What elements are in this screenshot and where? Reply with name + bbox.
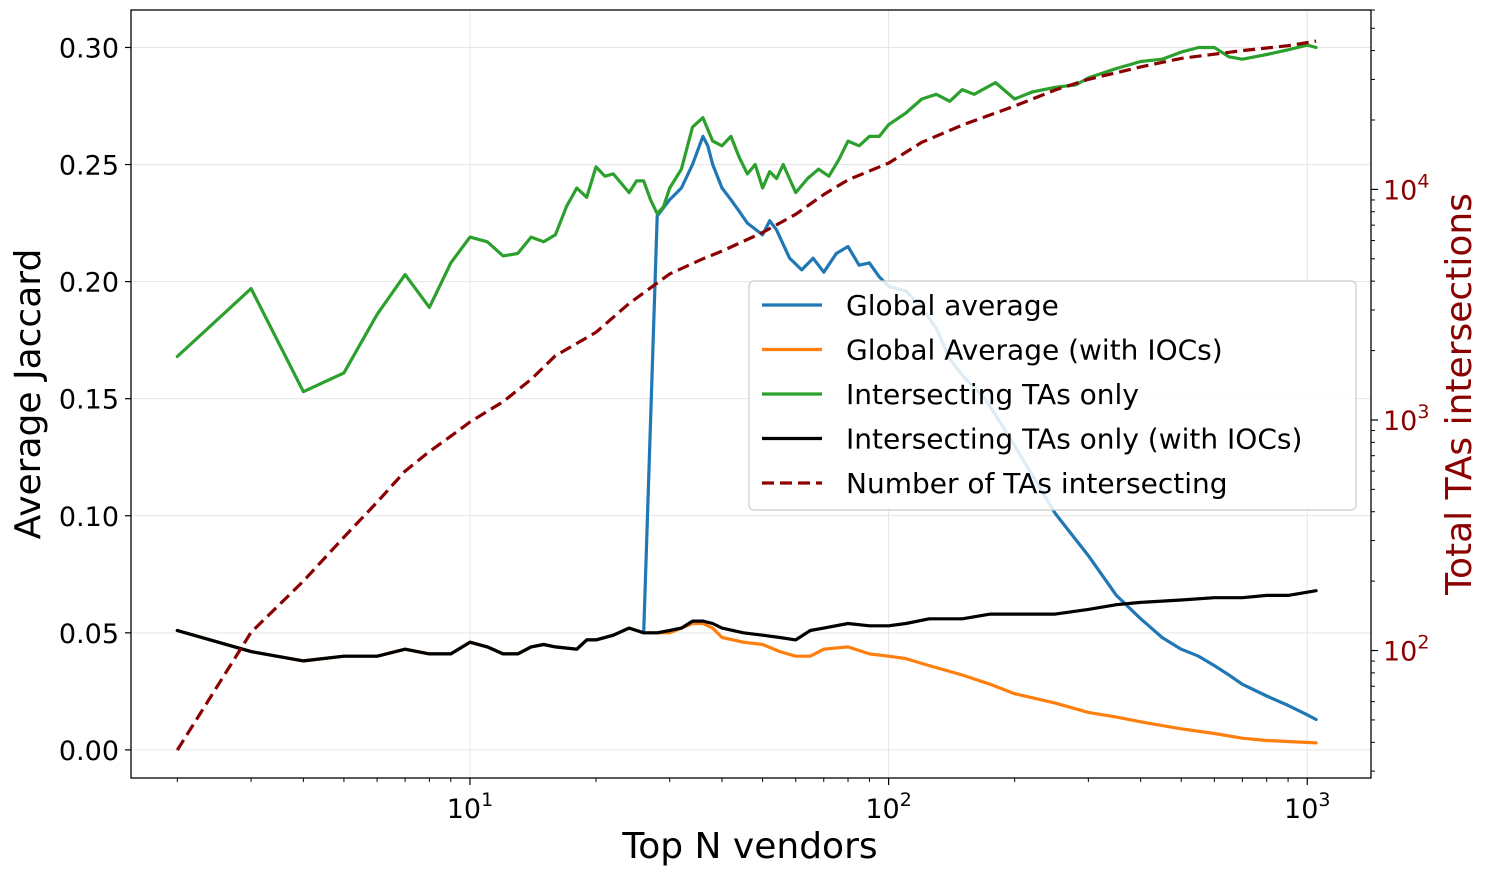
x-tick-label: 103: [1284, 789, 1330, 825]
x-axis-title: Top N vendors: [621, 826, 877, 867]
y-tick-label: 0.25: [59, 151, 119, 182]
legend: Global average Global Average (with IOCs)…: [748, 280, 1357, 511]
y-axis-title: Average Jaccard: [8, 249, 49, 540]
series-line-1: [175, 621, 1318, 745]
x-tick-label: 101: [447, 789, 493, 825]
y-right-axis-title: Total TAs intersections: [1439, 193, 1480, 596]
series-line-4: [175, 39, 1317, 751]
y-right-tick-label: 104: [1383, 170, 1429, 206]
y-tick-label: 0.20: [59, 268, 119, 299]
y-tick-label: 0.30: [59, 33, 119, 64]
y-tick-label: 0.00: [59, 736, 119, 767]
y-right-tick-label: 102: [1383, 632, 1429, 668]
ticks: 0.00 0.05 0.10 0.15 0.20 0.25 0.30 101 102 103 102…: [59, 9, 1429, 825]
legend-box: [748, 280, 1357, 511]
y-tick-label: 0.15: [59, 385, 119, 416]
legend-label-0: Global average: [846, 289, 1059, 322]
legend-label-3: Intersecting TAs only (with IOCs): [846, 423, 1302, 456]
series-line-3: [175, 589, 1318, 663]
y-right-tick-label: 103: [1383, 401, 1429, 437]
plot-frame: [130, 9, 1372, 779]
x-tick-label: 102: [865, 789, 911, 825]
legend-label-2: Intersecting TAs only: [846, 378, 1139, 411]
legend-label-1: Global Average (with IOCs): [846, 334, 1223, 367]
series-group: [175, 39, 1318, 751]
y-tick-label: 0.05: [59, 619, 119, 650]
legend-label-4: Number of TAs intersecting: [846, 467, 1228, 500]
y-tick-label: 0.10: [59, 502, 119, 533]
